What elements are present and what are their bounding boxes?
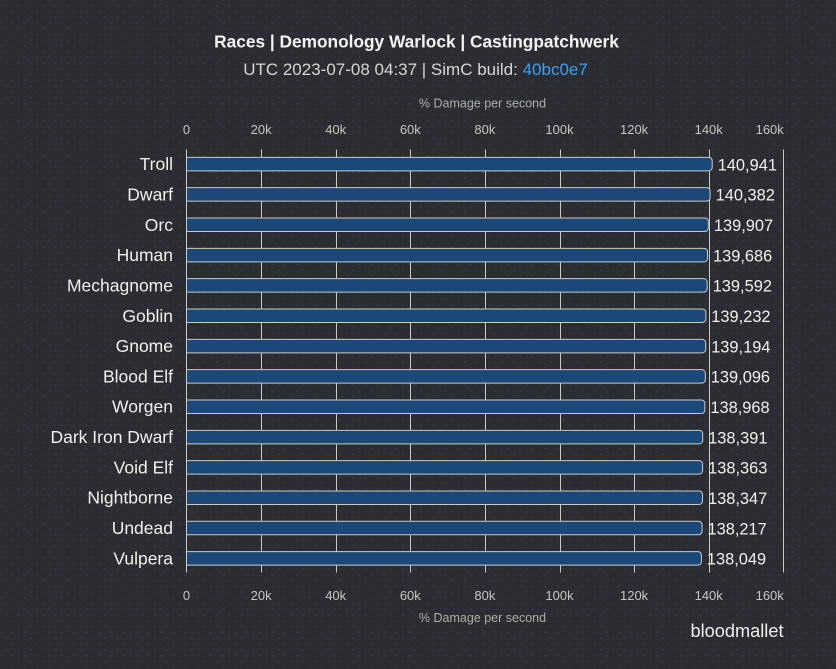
svg-text:139,194: 139,194 (711, 338, 770, 356)
svg-text:40k: 40k (325, 588, 346, 603)
svg-text:80k: 80k (474, 122, 495, 137)
svg-text:138,391: 138,391 (708, 429, 767, 447)
svg-text:20k: 20k (251, 588, 272, 603)
svg-text:Races | Demonology Warlock | C: Races | Demonology Warlock | Castingpatc… (214, 32, 619, 52)
svg-text:Human: Human (117, 245, 173, 265)
svg-text:0: 0 (183, 588, 190, 603)
svg-text:138,049: 138,049 (707, 551, 766, 569)
svg-text:Dark Iron Dwarf: Dark Iron Dwarf (50, 427, 173, 447)
svg-text:160k: 160k (756, 588, 785, 603)
svg-text:100k: 100k (545, 122, 574, 137)
svg-text:138,363: 138,363 (708, 460, 767, 478)
svg-text:Void Elf: Void Elf (114, 457, 173, 477)
svg-text:UTC 2023-07-08 04:37 | SimC bu: UTC 2023-07-08 04:37 | SimC build: 40bc0… (243, 60, 588, 79)
svg-text:160k: 160k (756, 122, 785, 137)
svg-text:60k: 60k (400, 122, 421, 137)
svg-text:139,592: 139,592 (713, 278, 772, 296)
svg-text:138,217: 138,217 (708, 520, 767, 538)
svg-text:80k: 80k (474, 588, 495, 603)
svg-text:40k: 40k (325, 122, 346, 137)
svg-text:138,968: 138,968 (710, 399, 769, 417)
svg-text:139,907: 139,907 (714, 217, 773, 235)
svg-text:120k: 120k (620, 122, 649, 137)
svg-text:Vulpera: Vulpera (113, 548, 173, 568)
svg-text:100k: 100k (545, 588, 574, 603)
svg-text:20k: 20k (251, 122, 272, 137)
svg-text:139,232: 139,232 (711, 308, 770, 326)
svg-text:bloodmallet: bloodmallet (690, 621, 783, 641)
svg-text:139,686: 139,686 (713, 247, 772, 265)
svg-text:Nightborne: Nightborne (87, 488, 173, 508)
svg-text:% Damage per second: % Damage per second (419, 97, 546, 111)
svg-text:138,347: 138,347 (708, 490, 767, 508)
svg-text:140,941: 140,941 (718, 156, 777, 174)
svg-text:60k: 60k (400, 588, 421, 603)
svg-text:Dwarf: Dwarf (127, 184, 173, 204)
svg-text:Goblin: Goblin (122, 306, 173, 326)
svg-text:139,096: 139,096 (711, 369, 770, 387)
svg-text:Orc: Orc (145, 215, 173, 235)
svg-text:Mechagnome: Mechagnome (67, 275, 173, 295)
svg-text:Blood Elf: Blood Elf (103, 366, 173, 386)
svg-text:% Damage per second: % Damage per second (419, 611, 546, 625)
svg-text:140,382: 140,382 (716, 187, 775, 205)
svg-text:Undead: Undead (112, 518, 173, 538)
svg-text:0: 0 (183, 122, 190, 137)
svg-text:120k: 120k (620, 588, 649, 603)
svg-text:Troll: Troll (140, 154, 173, 174)
svg-text:Worgen: Worgen (112, 397, 173, 417)
svg-text:Gnome: Gnome (116, 336, 173, 356)
svg-text:140k: 140k (695, 122, 724, 137)
svg-text:140k: 140k (695, 588, 724, 603)
